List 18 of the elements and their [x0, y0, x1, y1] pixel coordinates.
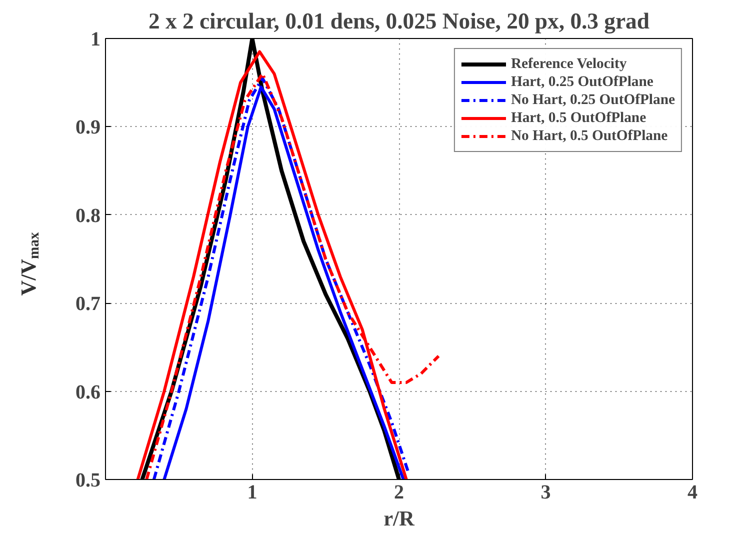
y-tick-label: 0.5 — [76, 470, 100, 492]
legend-label: Hart, 0.25 OutOfPlane — [510, 73, 654, 91]
y-tick-label: 1 — [90, 28, 100, 50]
y-tick-label: 0.7 — [76, 293, 100, 316]
legend-label: No Hart, 0.25 OutOfPlane — [510, 91, 675, 109]
y-tick-label: 0.6 — [76, 381, 100, 404]
x-tick-label: 4 — [688, 482, 698, 504]
legend-label: Reference Velocity — [510, 55, 627, 73]
x-tick-label: 1 — [247, 482, 258, 504]
x-tick-label: 2 — [394, 482, 404, 504]
y-tick-label: 0.8 — [76, 204, 100, 227]
legend-label: Hart, 0.5 OutOfPlane — [510, 109, 646, 127]
y-tick-label: 0.9 — [76, 116, 100, 139]
legend-label: No Hart, 0.5 OutOfPlane — [510, 127, 668, 145]
x-axis-title: r/R — [384, 506, 415, 530]
chart-title: 2 x 2 circular, 0.01 dens, 0.025 Noise, 20 px, 0.3 grad — [148, 8, 650, 34]
y-axis-title: V/Vmax — [16, 231, 42, 296]
x-tick-label: 3 — [540, 482, 551, 504]
